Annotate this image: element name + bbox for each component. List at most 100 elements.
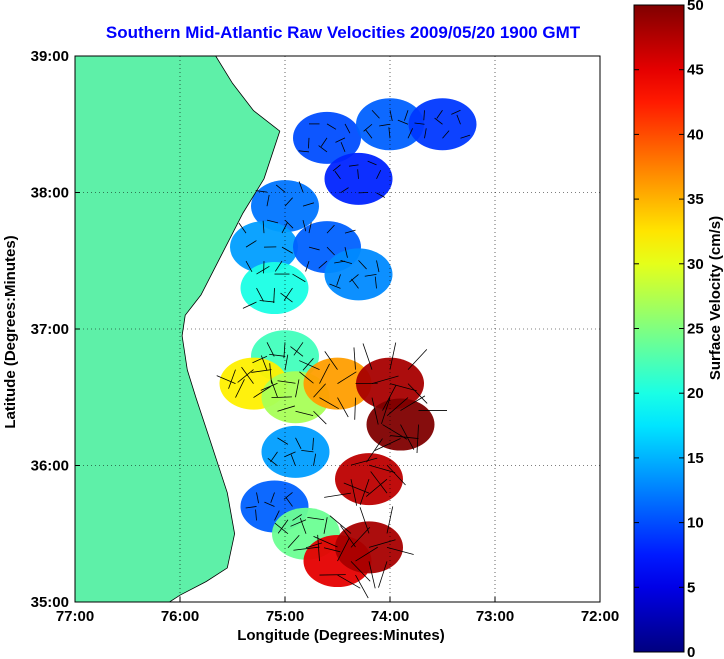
velocity-arrow: [299, 360, 320, 370]
velocity-arrow: [295, 410, 314, 417]
velocity-arrow: [269, 363, 272, 384]
velocity-arrow: [252, 355, 268, 364]
colorbar-tick-label: 5: [687, 579, 695, 596]
colorbar-tick-label: 30: [687, 256, 704, 273]
velocity-arrow: [370, 471, 388, 494]
colorbar-tick-label: 0: [687, 644, 695, 659]
velocity-arrow: [308, 137, 310, 149]
velocity-arrow: [237, 369, 254, 383]
velocity-arrow: [354, 397, 356, 420]
velocity-arrow: [371, 375, 399, 384]
velocity-arrow: [285, 497, 293, 507]
velocity-arrow: [386, 397, 409, 417]
x-tick-label: 74:00: [371, 608, 409, 625]
chart-title: Southern Mid-Atlantic Raw Velocities 200…: [106, 23, 581, 42]
velocity-arrow: [299, 371, 314, 384]
velocity-arrow: [280, 292, 293, 303]
velocity-arrow: [351, 278, 359, 289]
velocity-arrow: [284, 197, 293, 207]
velocity-arrow: [348, 164, 359, 167]
velocity-arrow: [274, 260, 283, 272]
velocity-arrow: [256, 287, 264, 302]
velocity-arrow: [350, 457, 378, 466]
velocity-arrow: [404, 110, 409, 121]
colorbar-tick-label: 10: [687, 515, 704, 532]
velocity-arrow: [245, 506, 257, 509]
velocity-arrow: [368, 464, 396, 474]
velocity-arrow: [400, 395, 426, 411]
velocity-arrow: [287, 534, 300, 549]
land-mass: [74, 55, 281, 603]
velocity-arrow: [293, 546, 320, 551]
velocity-arrow: [305, 542, 323, 549]
velocity-arrow: [235, 379, 245, 398]
velocity-arrow: [284, 219, 294, 229]
velocity-arrow: [386, 506, 394, 534]
velocity-arrow: [434, 117, 443, 125]
velocity-arrow: [262, 220, 265, 234]
velocity-arrow: [256, 265, 270, 275]
velocity-arrow: [302, 220, 307, 232]
velocity-arrow: [344, 229, 356, 234]
velocity-arrow: [407, 383, 428, 404]
velocity-arrow: [266, 219, 279, 224]
grid-lines: [75, 56, 600, 602]
velocity-arrows: [216, 109, 471, 599]
velocity-arrow: [290, 454, 296, 466]
velocity-arrow: [337, 537, 350, 562]
velocity-arrow: [451, 109, 461, 115]
colorbar: [633, 4, 685, 653]
velocity-arrow: [378, 561, 388, 588]
velocity-arrow: [290, 519, 307, 527]
velocity-arrow: [253, 386, 271, 398]
velocity-arrow: [281, 246, 293, 254]
y-axis-label: Latitude (Degrees:Minutes): [2, 235, 19, 428]
velocity-arrow: [283, 287, 293, 301]
colorbar-tick-label: 35: [687, 191, 704, 208]
velocity-arrow: [274, 522, 289, 535]
x-tick-label: 73:00: [476, 608, 514, 625]
colorbar-tick-label: 20: [687, 385, 704, 402]
velocity-arrow: [266, 194, 270, 207]
velocity-arrow: [283, 342, 286, 359]
velocity-arrow: [317, 534, 320, 562]
velocity-arrow: [389, 110, 393, 122]
velocity-arrow: [397, 119, 409, 125]
x-tick-label: 72:00: [581, 608, 619, 625]
velocity-arrow: [273, 288, 275, 304]
velocity-arrow: [344, 123, 351, 134]
velocity-arrow: [277, 519, 289, 534]
velocity-arrow: [313, 410, 327, 425]
x-tick-label: 77:00: [56, 608, 94, 625]
y-tick-label: 38:00: [31, 185, 69, 202]
velocity-arrow: [260, 382, 278, 391]
velocity-arrow: [376, 170, 382, 180]
velocity-arrow: [320, 137, 328, 147]
velocity-arrow: [337, 574, 361, 589]
velocity-arrow: [376, 192, 386, 198]
x-axis: 77:00 76:00 75:00 74:00 73:00 72:00: [56, 597, 619, 625]
velocity-arrow: [340, 187, 349, 194]
velocity-arrow: [242, 301, 257, 309]
velocity-arrow: [340, 525, 356, 548]
x-tick-label: 76:00: [161, 608, 199, 625]
velocity-arrow: [414, 122, 425, 125]
velocity-arrow: [349, 274, 359, 283]
velocity-arrow: [355, 574, 369, 599]
velocity-arrow: [436, 110, 443, 119]
velocity-arrow: [284, 354, 289, 371]
velocity-arrow: [367, 160, 377, 166]
velocity-arrow: [245, 240, 257, 248]
velocity-arrow: [301, 449, 314, 453]
x-tick-label: 75:00: [266, 608, 304, 625]
colorbar-tick-label: 15: [687, 450, 704, 467]
velocity-arrow: [343, 482, 370, 494]
velocity-arrow: [298, 181, 304, 193]
velocity-arrow: [274, 510, 280, 521]
velocity-arrow: [295, 379, 300, 398]
y-axis: 35:00 36:00 37:00 38:00 39:00: [31, 48, 80, 611]
velocity-arrow: [270, 492, 275, 503]
velocity-arrow: [292, 273, 306, 283]
velocity-arrow: [319, 397, 339, 410]
velocity-arrow: [269, 353, 286, 357]
